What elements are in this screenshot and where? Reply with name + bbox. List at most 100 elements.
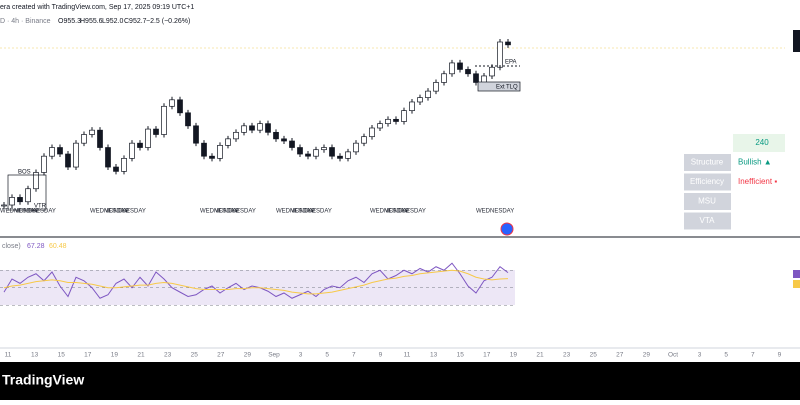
symbol: D · 4h · Binance [0,18,51,25]
day-label: MONDAY [14,209,40,215]
candle [449,62,455,75]
candle [89,129,95,135]
candle [121,158,127,172]
x-tick-label: 17 [483,352,491,359]
candle [457,62,463,70]
day-label: WEDNESDAY [90,209,128,215]
candle [433,82,439,92]
day-label: WEDNESDAY [276,209,314,215]
annotation: BOS [18,170,31,176]
candle [113,166,119,172]
candle [441,73,447,83]
ohlc-value: H955.6 [80,18,103,25]
x-tick-label: 11 [5,352,12,359]
candle [73,142,79,168]
x-tick-label: 9 [778,352,782,359]
price-label [793,30,800,52]
annotation: EPA [505,60,517,66]
ohlc-value: L952.0 [102,18,124,25]
candle [41,155,47,173]
candle [17,197,23,203]
annotation: Ext [496,85,505,91]
x-tick-label: 21 [536,352,544,359]
candle [465,69,471,75]
x-tick-label: 19 [111,352,119,359]
candle [1,204,7,207]
x-tick-label: 27 [616,352,624,359]
x-tick-label: 11 [404,352,411,359]
candle [369,127,375,138]
candle [281,138,287,142]
candle [345,151,351,159]
candle [289,140,295,148]
day-label: TUESDAY [398,209,426,215]
candle [33,172,39,190]
timeframe-cell [733,134,785,152]
candle [153,128,159,135]
x-tick-label: 7 [352,352,356,359]
ohlc-value: −2.5 (−0.26%) [146,18,190,25]
x-tick-label: 23 [164,352,172,359]
footer-brand: TradingView [2,372,84,388]
day-label: TUESDAY [228,209,256,215]
annotation: TLQ [506,85,518,91]
candle [297,147,303,155]
x-tick-label: 29 [643,352,651,359]
row-label: Structure [691,158,724,167]
day-label: WEDNESDAY [476,209,514,215]
row-label-cell [684,173,731,191]
row-label-cell [684,193,731,210]
rsi-legend: 67.28 [27,243,45,250]
x-tick-label: 5 [724,352,728,359]
liquidity-box [477,81,521,92]
row-status: Inefficient ▪ [738,177,777,186]
candle [489,66,495,77]
candle [161,105,167,135]
candle [177,99,183,114]
day-label: WEDNESDAY [200,209,238,215]
candle [409,101,415,111]
row-label-cell [684,212,731,230]
header-title: era created with TradingView.com, Sep 17… [0,4,194,11]
candle [329,147,335,157]
rsi-line [3,269,509,295]
day-label: MONDAY [104,209,130,215]
candle [193,125,199,144]
candle [225,138,231,146]
day-label: TUESDAY [28,209,56,215]
timeframe: 240 [755,138,769,147]
event-icon [500,222,514,236]
candle [145,128,151,148]
candle [393,118,399,122]
footer-bar [0,362,800,400]
candle [385,118,391,125]
candle [57,147,63,155]
candle [249,125,255,131]
candle [353,142,359,153]
x-tick-label: 15 [58,352,66,359]
candle [481,75,487,83]
candle [217,145,223,159]
x-tick-label: 3 [698,352,702,359]
ohlc-value: C952.7 [124,18,147,25]
candle [401,110,407,122]
row-label: VTA [700,216,716,225]
candle [105,147,111,168]
row-label: Efficiency [690,177,724,186]
x-tick-label: 9 [379,352,383,359]
candle [313,149,319,157]
x-tick-label: Sep [268,352,280,359]
x-tick-label: 15 [457,352,465,359]
row-label: MSU [698,197,716,206]
candle [97,129,103,148]
candle [9,197,15,206]
candle [65,153,71,168]
candle [81,134,87,144]
candle [25,188,31,203]
day-label: MONDAY [214,209,240,215]
rsi-axis-label [793,270,800,278]
day-label: MONDAY [384,209,410,215]
ohlc-value: O955.3 [58,18,81,25]
